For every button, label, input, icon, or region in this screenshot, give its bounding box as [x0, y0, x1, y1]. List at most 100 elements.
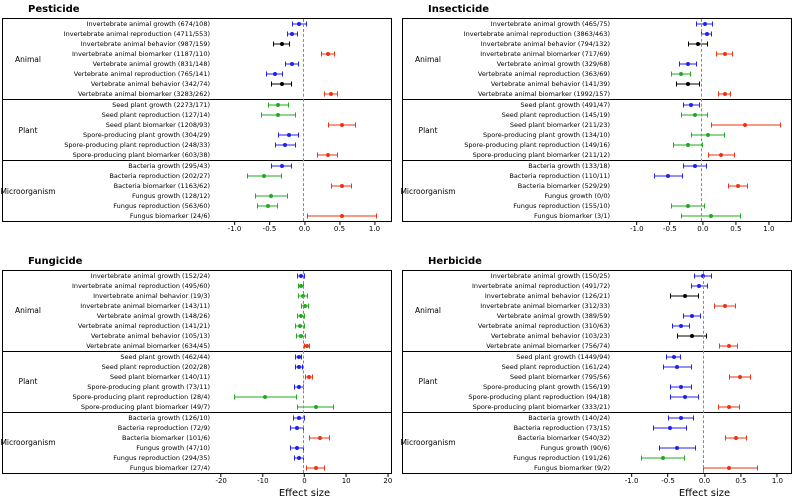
- row-strip: [615, 69, 791, 79]
- forest-row: Bacteria biomarker (101/6): [53, 433, 391, 443]
- row-strip: [215, 161, 391, 171]
- row-strip: [615, 352, 791, 362]
- forest-row: Vertebrate animal growth (148/26): [53, 311, 391, 321]
- row-strip: [615, 39, 791, 49]
- x-tick: 0.0: [299, 222, 310, 233]
- row-strip: [215, 301, 391, 311]
- point: [276, 113, 281, 117]
- panel-title: Insecticide: [428, 4, 490, 15]
- row-label: Bacteria biomarker (1163/62): [113, 182, 210, 190]
- x-tick: -1.0: [625, 473, 638, 485]
- point: [689, 103, 694, 107]
- point: [296, 455, 301, 460]
- forest-row: Invertebrate animal biomarker (312/33): [453, 301, 791, 311]
- x-tick-mark: [740, 473, 742, 477]
- forest-row: Fungus growth (90/6): [453, 443, 791, 453]
- point: [697, 283, 702, 288]
- row-strip: [615, 140, 791, 150]
- point: [313, 404, 318, 409]
- point: [279, 42, 284, 46]
- x-tick-label: -0.5: [662, 225, 677, 233]
- forest-row: Invertebrate animal behavior (126/21): [453, 291, 791, 301]
- x-tick-mark: [703, 473, 705, 477]
- forest-row: Invertebrate animal reproduction (495/60…: [53, 281, 391, 291]
- row-label: Seed plant biomarker (795/56): [509, 372, 610, 381]
- forest-row: Seed plant biomarker (1208/93): [53, 120, 391, 130]
- forest-row: Bacteria reproduction (202/27): [53, 171, 391, 181]
- plot-frame: Animal Invertebrate animal growth (674/10…: [0, 18, 392, 222]
- x-tick: 10: [342, 473, 351, 485]
- x-tick: 1.0: [772, 473, 783, 485]
- point: [265, 204, 270, 208]
- forest-row: Fungus reproduction (563/60): [53, 201, 391, 211]
- x-tick: -0.5: [661, 473, 675, 485]
- forest-row: Vertebrate animal growth (389/59): [453, 311, 791, 321]
- group-label: Plant: [418, 125, 438, 135]
- row-strip: [215, 291, 391, 301]
- row-label: Bacteria biomarker (529/29): [517, 182, 610, 190]
- x-tick-mark: [304, 473, 305, 477]
- point: [276, 103, 281, 107]
- row-label: Bacteria growth (126/10): [128, 413, 210, 422]
- point: [283, 143, 288, 147]
- point: [686, 62, 691, 66]
- point: [679, 384, 683, 389]
- x-tick-label: 0.5: [333, 225, 346, 233]
- forest-row: Vertebrate animal biomarker (756/74): [453, 341, 791, 351]
- row-label: Invertebrate animal biomarker (143/11): [80, 301, 210, 310]
- point: [325, 153, 330, 157]
- forest-row: Invertebrate animal behavior (987/159): [53, 39, 391, 49]
- point: [262, 174, 267, 178]
- forest-row: Seed plant growth (462/44): [53, 352, 391, 362]
- point: [313, 465, 318, 470]
- row-strip: [615, 281, 791, 291]
- row-strip: [215, 29, 391, 39]
- point: [294, 425, 299, 430]
- row-strip: [215, 362, 391, 372]
- row-label: Vertebrate animal growth (148/26): [96, 311, 210, 320]
- x-tick-mark: [233, 222, 235, 225]
- x-tick-mark: [735, 222, 737, 225]
- row-strip: [215, 352, 391, 362]
- row-label: Invertebrate animal reproduction (4711/5…: [63, 30, 210, 38]
- point: [690, 333, 694, 338]
- row-strip: [615, 150, 791, 160]
- point: [686, 143, 691, 147]
- row-label: Fungus biomarker (3/1): [533, 212, 610, 220]
- group-label: Microorganism: [400, 186, 456, 196]
- point: [686, 82, 691, 86]
- forest-row: Spore-producing plant reproduction (94/1…: [453, 392, 791, 402]
- row-strip: [615, 453, 791, 463]
- rows: Seed plant growth (2273/171) Seed plant r…: [53, 100, 391, 160]
- forest-row: Spore-producing plant growth (73/11): [53, 382, 391, 392]
- forest-row: Spore-producing plant reproduction (248/…: [53, 140, 391, 150]
- point: [737, 374, 742, 379]
- row-strip: [615, 402, 791, 412]
- point: [297, 22, 302, 26]
- row-label: Bacteria biomarker (101/6): [121, 433, 210, 442]
- row-label: Spore-producing plant growth (73/11): [87, 382, 210, 391]
- forest-row: Bacteria reproduction (73/15): [453, 423, 791, 433]
- row-strip: [615, 49, 791, 59]
- row-label: Bacteria growth (140/24): [528, 413, 610, 422]
- row-label: Vertebrate animal biomarker (756/74): [486, 341, 610, 350]
- row-strip: [615, 211, 791, 221]
- row-strip: [215, 140, 391, 150]
- row-label: Invertebrate animal reproduction (3863/4…: [463, 30, 610, 38]
- forest-row: Fungus growth (128/12): [53, 191, 391, 201]
- row-label: Invertebrate animal behavior (19/3): [93, 291, 210, 300]
- row-strip: [215, 402, 391, 412]
- group-label: Plant: [18, 377, 38, 386]
- row-label: Invertebrate animal reproduction (491/72…: [471, 281, 610, 290]
- x-tick: 0.5: [334, 222, 345, 233]
- forest-row: Vertebrate animal reproduction (765/141): [53, 69, 391, 79]
- x-tick-label: 0.0: [698, 476, 711, 485]
- forest-row: Vertebrate animal reproduction (363/69): [453, 69, 791, 79]
- x-tick: 0: [302, 473, 307, 485]
- group-microorganism: Microorganism Bacteria growth (133/18) Bac…: [400, 160, 791, 221]
- row-strip: [615, 181, 791, 191]
- row-label: Invertebrate animal growth (674/108): [86, 20, 210, 28]
- row-strip: [615, 331, 791, 341]
- point: [290, 62, 295, 66]
